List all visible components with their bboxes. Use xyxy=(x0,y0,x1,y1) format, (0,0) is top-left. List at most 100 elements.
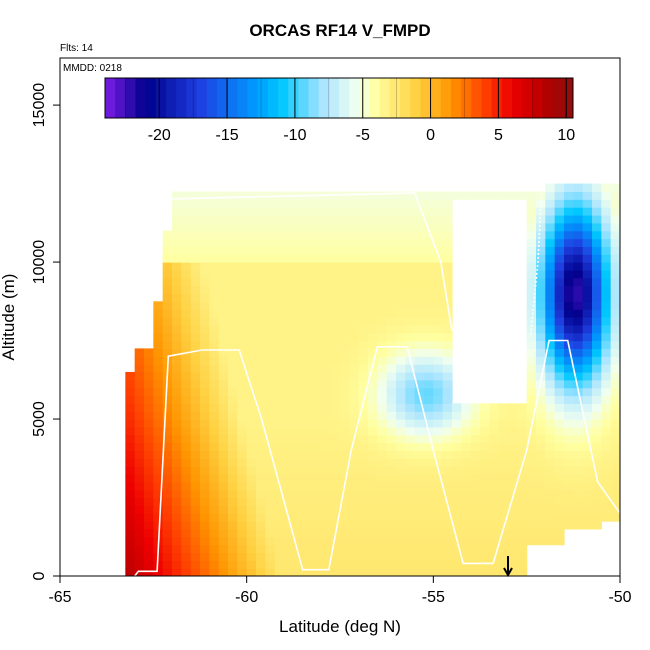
heatmap-cell xyxy=(377,254,388,263)
heatmap-cell xyxy=(340,568,350,576)
heatmap-cell xyxy=(442,552,453,561)
heatmap-cell xyxy=(377,521,388,530)
heatmap-cell xyxy=(573,340,584,349)
heatmap-cell xyxy=(349,269,360,279)
heatmap-cell xyxy=(368,395,378,404)
heatmap-cell xyxy=(396,411,406,420)
colorbar-swatch xyxy=(176,78,187,118)
heatmap-cell xyxy=(200,222,210,232)
heatmap-cell xyxy=(545,254,556,263)
heatmap-cell xyxy=(134,552,145,561)
heatmap-cell xyxy=(396,301,406,310)
heatmap-cell xyxy=(545,348,556,357)
heatmap-cell xyxy=(582,222,593,232)
heatmap-cell xyxy=(386,364,397,373)
heatmap-cell xyxy=(592,466,602,475)
heatmap-cell xyxy=(144,528,154,538)
heatmap-cell xyxy=(582,371,593,381)
heatmap-cell xyxy=(340,458,350,467)
heatmap-cell xyxy=(526,497,537,506)
heatmap-cell xyxy=(321,301,332,310)
heatmap-cell xyxy=(601,324,612,334)
heatmap-cell xyxy=(153,489,164,499)
heatmap-cell xyxy=(592,348,602,357)
heatmap-cell xyxy=(246,458,257,467)
heatmap-cell xyxy=(377,356,388,365)
heatmap-cell xyxy=(592,340,602,349)
heatmap-cell xyxy=(237,568,248,576)
heatmap-cell xyxy=(181,466,192,475)
heatmap-cell xyxy=(610,214,620,224)
heatmap-cell xyxy=(452,434,462,444)
heatmap-cell xyxy=(349,419,360,428)
colorbar-swatch xyxy=(542,78,554,118)
heatmap-cell xyxy=(592,481,602,491)
heatmap-cell xyxy=(340,348,350,357)
heatmap-cell xyxy=(284,419,294,428)
heatmap-cell xyxy=(536,371,546,381)
heatmap-cell xyxy=(321,348,332,357)
heatmap xyxy=(125,183,620,576)
heatmap-cell xyxy=(368,238,378,247)
heatmap-cell xyxy=(424,419,434,428)
heatmap-cell xyxy=(284,560,294,569)
heatmap-cell xyxy=(228,473,238,483)
heatmap-cell xyxy=(508,481,518,491)
heatmap-cell xyxy=(377,505,388,514)
heatmap-cell xyxy=(340,450,350,459)
heatmap-cell xyxy=(358,426,369,436)
heatmap-cell xyxy=(601,340,612,349)
heatmap-cell xyxy=(554,395,565,404)
heatmap-cell xyxy=(545,411,556,420)
heatmap-cell xyxy=(526,426,537,436)
heatmap-cell xyxy=(526,364,537,373)
heatmap-cell xyxy=(312,356,322,365)
heatmap-cell xyxy=(442,262,453,271)
heatmap-cell xyxy=(452,473,462,483)
heatmap-cell xyxy=(200,395,210,404)
heatmap-cell xyxy=(125,387,136,397)
heatmap-cell xyxy=(461,450,472,459)
heatmap-cell xyxy=(237,466,248,475)
heatmap-cell xyxy=(582,379,593,389)
heatmap-cell xyxy=(582,473,593,483)
heatmap-cell xyxy=(200,411,210,420)
heatmap-cell xyxy=(330,552,341,561)
heatmap-cell xyxy=(349,568,360,576)
heatmap-cell xyxy=(396,505,406,514)
heatmap-cell xyxy=(302,497,313,506)
colorbar-swatch xyxy=(227,78,238,118)
heatmap-cell xyxy=(162,521,173,530)
heatmap-cell xyxy=(424,544,434,554)
heatmap-cell xyxy=(573,246,584,255)
colorbar-swatch xyxy=(105,78,116,118)
heatmap-cell xyxy=(582,497,593,506)
heatmap-cell xyxy=(498,513,509,522)
heatmap-cell xyxy=(218,340,229,349)
heatmap-cell xyxy=(284,262,294,271)
heatmap-cell xyxy=(358,544,369,554)
heatmap-cell xyxy=(228,332,238,342)
heatmap-cell xyxy=(256,254,266,263)
heatmap-cell xyxy=(610,285,620,295)
heatmap-cell xyxy=(564,364,574,373)
heatmap-cell xyxy=(172,364,182,373)
heatmap-cell xyxy=(564,505,574,514)
heatmap-cell xyxy=(246,199,257,208)
heatmap-cell xyxy=(293,199,304,208)
heatmap-cell xyxy=(564,301,574,310)
heatmap-cell xyxy=(172,505,182,514)
heatmap-cell xyxy=(508,560,518,569)
heatmap-cell xyxy=(386,332,397,342)
heatmap-cell xyxy=(200,379,210,389)
heatmap-cell xyxy=(321,568,332,576)
colorbar-swatch xyxy=(145,78,157,118)
heatmap-cell xyxy=(265,301,276,310)
heatmap-cell xyxy=(340,528,350,538)
heatmap-cell xyxy=(433,277,444,287)
heatmap-cell xyxy=(554,411,565,420)
heatmap-cell xyxy=(442,364,453,373)
heatmap-cell xyxy=(162,411,173,420)
heatmap-cell xyxy=(405,505,416,514)
heatmap-cell xyxy=(452,528,462,538)
